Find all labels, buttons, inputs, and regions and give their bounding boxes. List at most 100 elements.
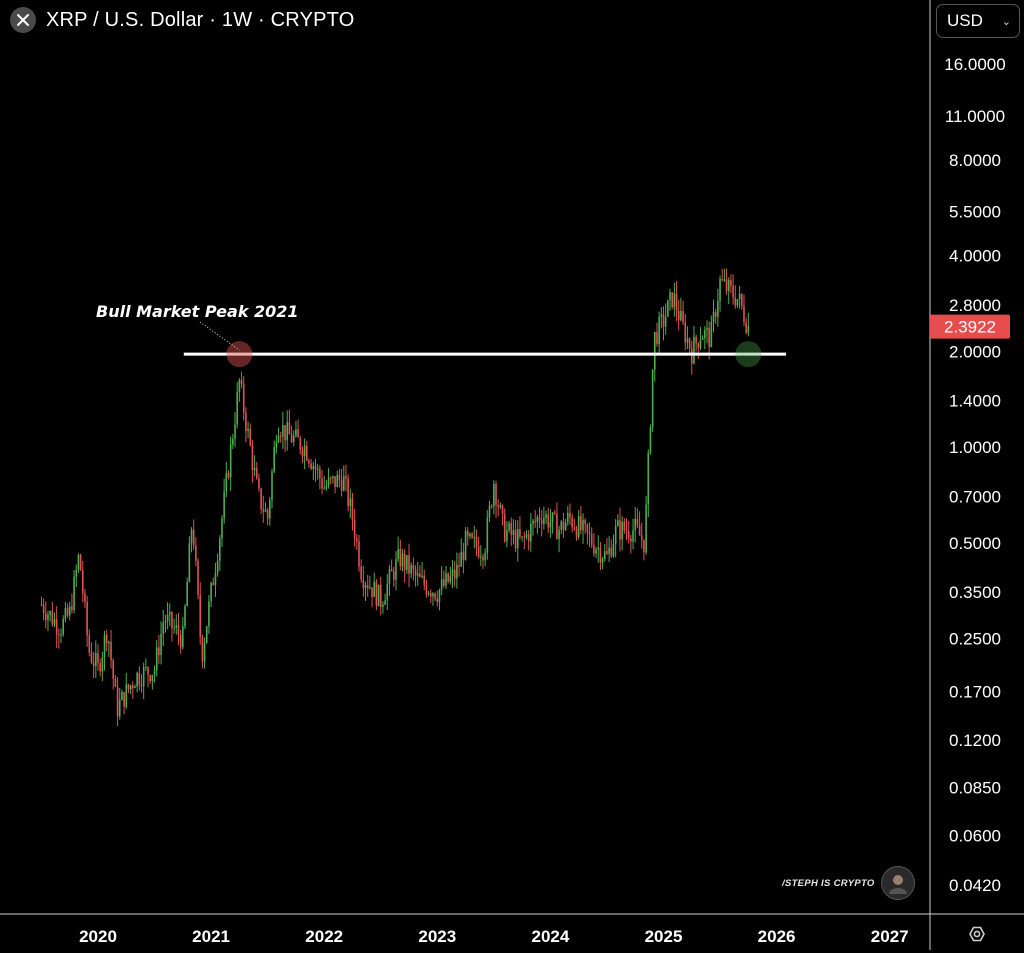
- candle-body: [625, 530, 628, 532]
- candle-body: [306, 445, 308, 461]
- candle-body: [319, 468, 321, 479]
- candle-body: [303, 445, 306, 457]
- watermark-text: /STEPH IS CRYPTO: [782, 877, 875, 889]
- chevron-down-icon: ⌄: [1001, 15, 1011, 28]
- candle-body: [297, 429, 299, 438]
- time-tick-label: 2023: [418, 927, 456, 946]
- candle-body: [564, 522, 567, 531]
- candle-body: [292, 435, 295, 443]
- price-tick-label: 8.0000: [949, 151, 1001, 170]
- candle-body: [584, 519, 586, 524]
- candle-body: [179, 635, 182, 648]
- candle-body: [462, 551, 465, 560]
- candle-body: [471, 533, 473, 538]
- candle-body: [227, 473, 230, 478]
- candle-body: [610, 547, 613, 557]
- candle-body: [416, 573, 419, 576]
- candle-body: [177, 625, 180, 636]
- candle-body: [680, 310, 682, 321]
- candle-body: [732, 285, 734, 298]
- time-tick-label: 2026: [758, 927, 796, 946]
- candle-body: [360, 566, 362, 580]
- candle-body: [127, 684, 130, 690]
- candle-body: [621, 521, 623, 540]
- candle-body: [282, 425, 284, 437]
- candle-body: [690, 348, 693, 364]
- candle-body: [475, 536, 478, 547]
- candle-body: [632, 530, 634, 542]
- candle-body: [299, 437, 302, 450]
- candle-body: [349, 498, 352, 506]
- candle-body: [597, 547, 600, 550]
- candle-body: [606, 551, 608, 554]
- candle-body: [521, 536, 523, 538]
- price-tick-label: 0.2500: [949, 629, 1001, 648]
- candle-body: [134, 686, 136, 689]
- candle-body: [58, 634, 60, 636]
- candle-body: [464, 530, 467, 560]
- price-tick-label: 0.0600: [949, 827, 1001, 846]
- candle-body: [271, 471, 273, 501]
- candle-body: [301, 449, 304, 457]
- candle-body: [466, 530, 469, 537]
- candle-body: [55, 619, 58, 635]
- candle-body: [575, 528, 578, 537]
- candle-body: [364, 584, 367, 588]
- candle-body: [192, 529, 195, 546]
- candle-body: [710, 321, 713, 348]
- candle-body: [60, 634, 62, 636]
- candle-body: [593, 544, 595, 554]
- settings-icon[interactable]: [962, 920, 992, 948]
- candle-body: [669, 292, 671, 301]
- candle-body: [434, 593, 436, 599]
- candle-body: [310, 463, 312, 469]
- candle-body: [656, 331, 658, 345]
- candle-body: [286, 422, 289, 441]
- candle-body: [384, 600, 386, 605]
- price-tick-label: 5.5000: [949, 203, 1001, 222]
- candle-body: [86, 601, 88, 636]
- candle-body: [275, 441, 278, 448]
- candle-body: [358, 541, 360, 567]
- candle-body: [97, 653, 99, 664]
- candle-body: [347, 478, 349, 506]
- chart-header: XRP / U.S. Dollar · 1W · CRYPTO: [10, 7, 355, 33]
- candle-body: [499, 505, 502, 508]
- candle-body: [743, 306, 745, 323]
- candle-body: [118, 700, 121, 717]
- candle-body: [414, 569, 417, 576]
- candle-body: [253, 468, 256, 471]
- candle-body: [401, 553, 404, 567]
- price-tick-label: 1.4000: [949, 392, 1001, 411]
- candle-body: [654, 331, 656, 370]
- candle-body: [725, 279, 728, 292]
- candle-body: [386, 583, 389, 601]
- currency-select[interactable]: USD ⌄: [936, 4, 1020, 38]
- candle-body: [399, 548, 402, 567]
- time-axis-ticks: 2020 2021 2022 2023 2024 2025 2026 2027: [79, 927, 909, 946]
- candle-body: [501, 505, 504, 515]
- candle-body: [638, 525, 641, 536]
- candle-body: [162, 622, 165, 634]
- candle-body: [403, 553, 406, 570]
- close-icon[interactable]: [10, 7, 36, 33]
- currency-value: USD: [947, 11, 983, 30]
- candle-body: [149, 675, 151, 682]
- candle-body: [321, 478, 323, 489]
- candle-body: [316, 468, 319, 470]
- candle-body: [247, 428, 249, 432]
- candle-body: [240, 380, 243, 384]
- candle-body: [601, 558, 604, 563]
- candle-body: [295, 429, 297, 436]
- candle-body: [251, 445, 254, 471]
- bull-peak-marker: [226, 341, 253, 368]
- candle-body: [612, 544, 615, 557]
- candle-body: [477, 546, 480, 557]
- candle-body: [208, 601, 210, 627]
- candle-body: [443, 579, 445, 586]
- candle-body: [153, 670, 156, 675]
- price-tick-label: 0.1700: [949, 683, 1001, 702]
- candle-body: [238, 380, 241, 392]
- candle-body: [371, 587, 373, 597]
